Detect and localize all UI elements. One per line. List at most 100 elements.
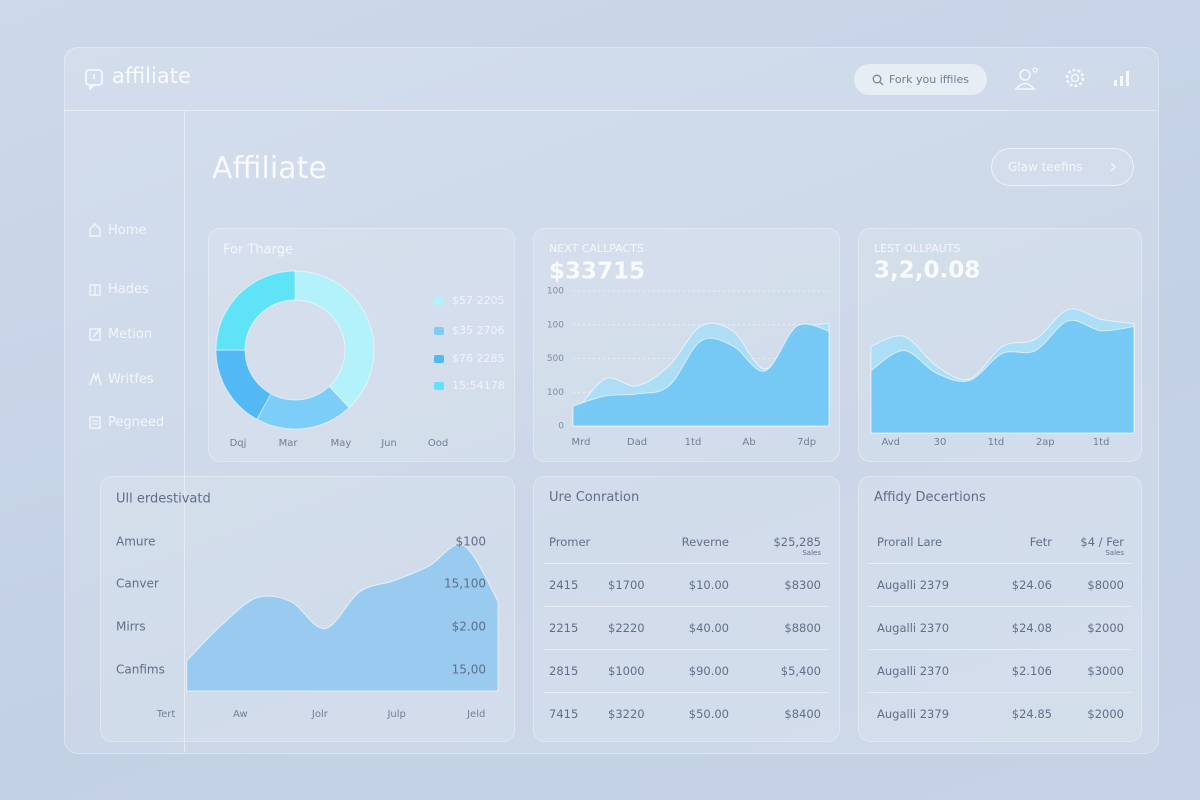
table-header: Promer [549, 535, 591, 549]
card: For Tharge $57 2205 $35 2706 $76 2285 15:541… [208, 228, 515, 462]
table-cell: $3220 [608, 707, 645, 721]
chart-title: LEST OLLPAUTS [874, 242, 960, 255]
nav-item[interactable]: Metion [88, 326, 152, 342]
table-cell: 2415 [549, 578, 579, 592]
nav-label: Metion [108, 326, 153, 342]
search-placeholder: Fork you iffiles [888, 73, 969, 86]
x-tick-label: Jolr [311, 709, 329, 720]
donut-segment [215, 349, 272, 420]
x-tick-label: 30 [934, 437, 947, 448]
divider [64, 110, 1157, 111]
x-tick-label: Tert [156, 709, 176, 720]
table-title: Affidy Decertions [874, 490, 986, 505]
table-title: Ure Conration [549, 490, 640, 505]
donut-segment [215, 270, 296, 351]
nav-item[interactable]: Hades [88, 281, 149, 297]
row-label: Canver [116, 577, 159, 591]
search-box[interactable]: Fork you iffiles [854, 64, 987, 95]
chart-title: For Tharge [223, 243, 293, 258]
nav-item[interactable]: Pegneed [88, 414, 164, 430]
x-tick-label: Avd [881, 437, 900, 448]
x-tick-label: Dqj [230, 438, 247, 449]
table-cell: $2.106 [1011, 664, 1052, 678]
x-tick-label: Ood [428, 438, 448, 449]
kpi-value: 3,2,0.08 [874, 258, 980, 284]
divider [184, 111, 185, 752]
table-header: $25,285 [773, 535, 821, 549]
x-tick-label: 1td [1093, 437, 1110, 448]
x-tick-label: Dad [627, 437, 647, 448]
nav-item[interactable]: Writfes [88, 371, 154, 387]
logo-text: affiliate [112, 64, 191, 88]
nav-label: Pegneed [108, 414, 165, 430]
nav-label: Writfes [108, 371, 154, 387]
x-tick-label: Ab [742, 437, 755, 448]
area [870, 319, 1135, 434]
y-tick-label: 100 [547, 320, 564, 330]
card: Ull erdestivatd Amure Canver Mirrs Canfims $1… [100, 476, 515, 742]
nav-item[interactable]: Home [88, 222, 146, 238]
table-cell: $2000 [1087, 621, 1124, 635]
donut-segment [294, 270, 375, 409]
settings-icon[interactable] [1063, 66, 1087, 90]
table-cell: 7415 [549, 707, 579, 721]
chart-title: NEXT CALLPACTS [549, 242, 644, 255]
legend-swatch [434, 355, 444, 363]
row-divider [869, 692, 1131, 693]
card: NEXT CALLPACTS $33715 0 100 500 100 100 Mrd Dad 1… [533, 228, 840, 462]
table-cell: $24.08 [1011, 621, 1052, 635]
row-label: Amure [116, 535, 156, 549]
x-tick-label: 2ap [1036, 437, 1055, 448]
value-label: $2.00 [452, 620, 486, 634]
table-cell: $2220 [608, 621, 645, 635]
table-header: Fetr [1029, 535, 1052, 549]
page-title: Affiliate [212, 151, 327, 186]
table-card: Ure Conration Promer Reverne $25,285 Sales 24… [533, 476, 840, 742]
table-cell: $40.00 [688, 621, 729, 635]
value-label: 15,00 [452, 663, 486, 677]
x-tick-label: Jeld [466, 709, 485, 720]
area-chart: LEST OLLPAUTS 3,2,0.08 Avd 30 1td 2ap 1td [870, 242, 1135, 448]
legend-label: 15:54178 [452, 379, 505, 392]
x-tick-label: Julp [386, 709, 405, 720]
legend-label: $35 2706 [452, 324, 505, 337]
x-tick-label: Aw [233, 709, 248, 720]
table-cell: $24.85 [1011, 707, 1052, 721]
table-cell: 2215 [549, 621, 579, 635]
y-tick-label: 100 [547, 287, 564, 297]
row-divider [869, 606, 1131, 607]
table-cell: Augalli 2379 [877, 578, 950, 592]
x-tick-label: Mar [279, 438, 299, 449]
action-button[interactable]: Glaw teefins [991, 148, 1134, 186]
table-header: Reverne [681, 535, 729, 549]
card: LEST OLLPAUTS 3,2,0.08 Avd 30 1td 2ap 1td [858, 228, 1142, 462]
table-cell: $2000 [1087, 707, 1124, 721]
button-label: Glaw teefins [1008, 160, 1083, 174]
row-divider [869, 649, 1131, 650]
chevron-icon [1110, 162, 1116, 172]
nav-icon [89, 284, 101, 296]
nav-label: Home [108, 222, 147, 238]
nav-icon [89, 223, 101, 237]
user-icon[interactable] [1013, 66, 1039, 92]
table-cell: $90.00 [688, 664, 729, 678]
table-cell: Augalli 2379 [877, 707, 950, 721]
table-cell: $1000 [608, 664, 645, 678]
table-cell: $24.06 [1011, 578, 1052, 592]
table-card: Affidy Decertions Prorall Lare Fetr $4 / Fe… [858, 476, 1142, 742]
table-header: Prorall Lare [877, 535, 943, 549]
nav-icon [89, 371, 102, 386]
y-tick-label: 0 [558, 422, 564, 432]
row-label: Mirrs [116, 620, 146, 634]
x-tick-label: May [331, 438, 352, 449]
stats-icon[interactable] [1112, 68, 1134, 88]
nav-icon [89, 327, 102, 341]
table-cell: Augalli 2370 [877, 621, 950, 635]
header-note: Sales [1105, 549, 1124, 557]
x-tick-label: Mrd [572, 437, 591, 448]
y-tick-label: 100 [547, 388, 564, 398]
row-divider [544, 606, 829, 607]
area-chart: Ull erdestivatd Amure Canver Mirrs Canfims $1… [116, 492, 499, 720]
table-cell: $50.00 [688, 707, 729, 721]
